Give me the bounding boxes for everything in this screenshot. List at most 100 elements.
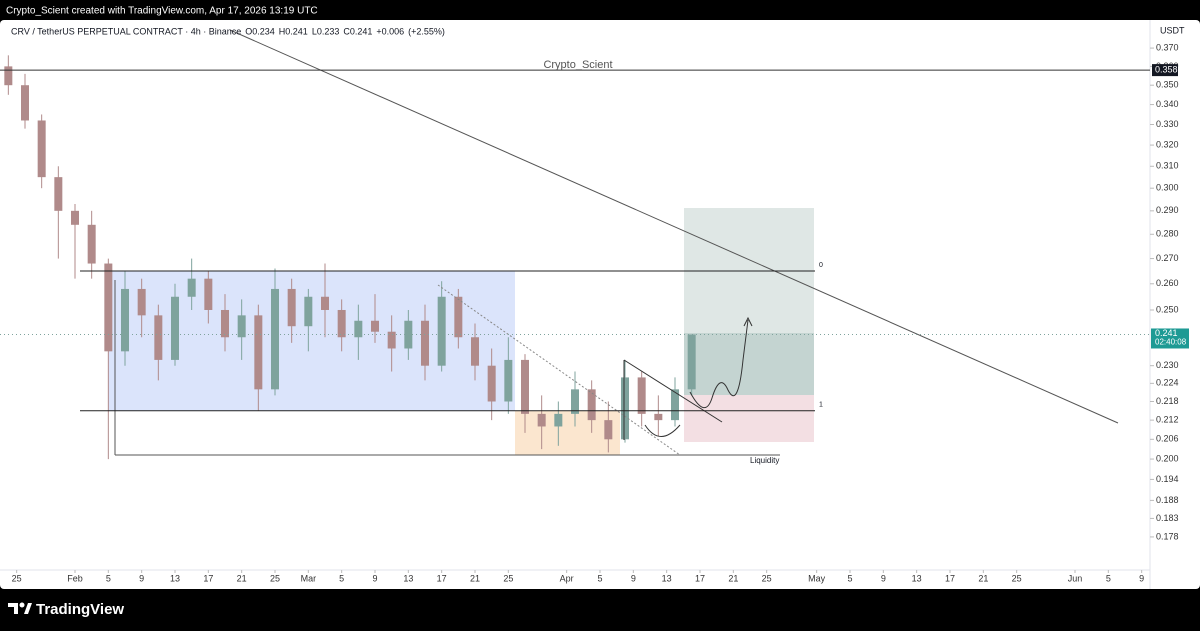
candle-body [221, 309, 229, 338]
candle-body [304, 296, 313, 327]
x-tick-label: 25 [1012, 573, 1022, 583]
stop-zone [684, 395, 814, 442]
x-tick-label: May [808, 573, 826, 583]
dotted-trend [437, 284, 681, 456]
candle-body [104, 263, 113, 352]
x-tick-label: 17 [945, 573, 955, 583]
candle-body [337, 309, 346, 338]
price-label-box [1152, 64, 1178, 77]
wedge-line [623, 359, 723, 423]
y-tick-label: 0.260 [1156, 278, 1179, 288]
candle-body [21, 85, 29, 121]
x-tick-label: 21 [237, 573, 247, 583]
candle-body [371, 320, 379, 332]
candle-body [621, 377, 629, 440]
candle-body [121, 288, 129, 352]
candle-body [204, 278, 213, 310]
y-tick-label: 0.183 [1156, 513, 1179, 523]
logo-icon [8, 603, 18, 614]
candle-body [504, 359, 513, 402]
entry-zone [684, 333, 814, 395]
legend-open: O0.234 [245, 26, 275, 36]
y-tick-label: 0.330 [1156, 119, 1179, 129]
candle-body [271, 288, 279, 390]
legend-low: L0.233 [312, 26, 340, 36]
trend-line [229, 29, 1119, 424]
x-tick-label: 13 [912, 573, 922, 583]
x-tick-label: 17 [437, 573, 447, 583]
candle-body [71, 210, 79, 225]
x-tick-label: 25 [270, 573, 280, 583]
legend-close: C0.241 [343, 26, 372, 36]
candle-body [571, 389, 579, 414]
candle-body [387, 331, 396, 349]
watermark: Crypto_Scient [543, 59, 612, 71]
x-tick-label: 5 [847, 573, 852, 583]
candle-body [54, 177, 63, 211]
x-tick-label: 17 [695, 573, 705, 583]
candle-body [354, 320, 363, 338]
price-label: 0.358 [1155, 64, 1178, 74]
candle-body [637, 377, 646, 414]
candle-body [521, 359, 529, 414]
candle-body [487, 365, 496, 402]
fib-label: 0 [819, 262, 823, 269]
x-tick-label: 9 [631, 573, 636, 583]
chart-panel [0, 20, 1200, 589]
x-tick-label: 25 [503, 573, 513, 583]
y-tick-label: 0.340 [1156, 99, 1179, 109]
candle-body [321, 296, 329, 310]
x-tick-label: Apr [560, 573, 574, 583]
x-tick-label: 25 [12, 573, 22, 583]
last-price-label: 0.241 [1155, 328, 1178, 338]
y-tick-label: 0.250 [1156, 304, 1179, 314]
legend-change: +0.006 [376, 26, 404, 36]
y-tick-label: 0.270 [1156, 253, 1179, 263]
y-tick-label: 0.178 [1156, 531, 1179, 541]
x-tick-label: Mar [301, 573, 317, 583]
y-tick-label: 0.224 [1156, 378, 1179, 388]
candle-body [604, 420, 613, 440]
candle-body [421, 320, 429, 366]
y-tick-label: 0.212 [1156, 415, 1179, 425]
x-tick-label: 9 [139, 573, 144, 583]
x-tick-label: Jun [1068, 573, 1083, 583]
candle-body [137, 288, 146, 316]
candles [4, 55, 696, 460]
y-tick-label: 0.218 [1156, 396, 1179, 406]
drawings [114, 29, 1119, 456]
candle-body [287, 288, 296, 327]
projection-arrow [689, 319, 749, 408]
candle-body [4, 66, 13, 86]
candle-body [37, 120, 46, 178]
logo-icon [19, 602, 25, 608]
y-tick-label: 0.194 [1156, 474, 1179, 484]
candle-body [554, 413, 563, 427]
candle-body [187, 278, 196, 297]
legend-high: H0.241 [279, 26, 308, 36]
arrow-head [743, 316, 753, 327]
candle-body [87, 224, 96, 264]
x-tick-label: 25 [762, 573, 772, 583]
x-tick-label: 21 [978, 573, 988, 583]
x-tick-label: 21 [470, 573, 480, 583]
x-tick-label: 17 [203, 573, 213, 583]
curve [644, 424, 681, 437]
y-tick-label: 0.188 [1156, 495, 1179, 505]
fib-label: 1 [819, 402, 823, 409]
candle-body [171, 296, 179, 360]
candle-body [654, 413, 663, 421]
x-tick-label: 9 [881, 573, 886, 583]
candle-body [454, 296, 463, 338]
x-tick-label: 13 [403, 573, 413, 583]
candle-body [537, 413, 546, 427]
x-tick-label: 13 [170, 573, 180, 583]
candle-body [154, 315, 163, 360]
x-tick-label: 21 [728, 573, 738, 583]
candle-body [687, 334, 696, 390]
legend-symbol: CRV / TetherUS PERPETUAL CONTRACT · 4h ·… [11, 26, 241, 36]
y-tick-label: 0.350 [1156, 80, 1179, 90]
currency: USDT [1160, 25, 1185, 35]
